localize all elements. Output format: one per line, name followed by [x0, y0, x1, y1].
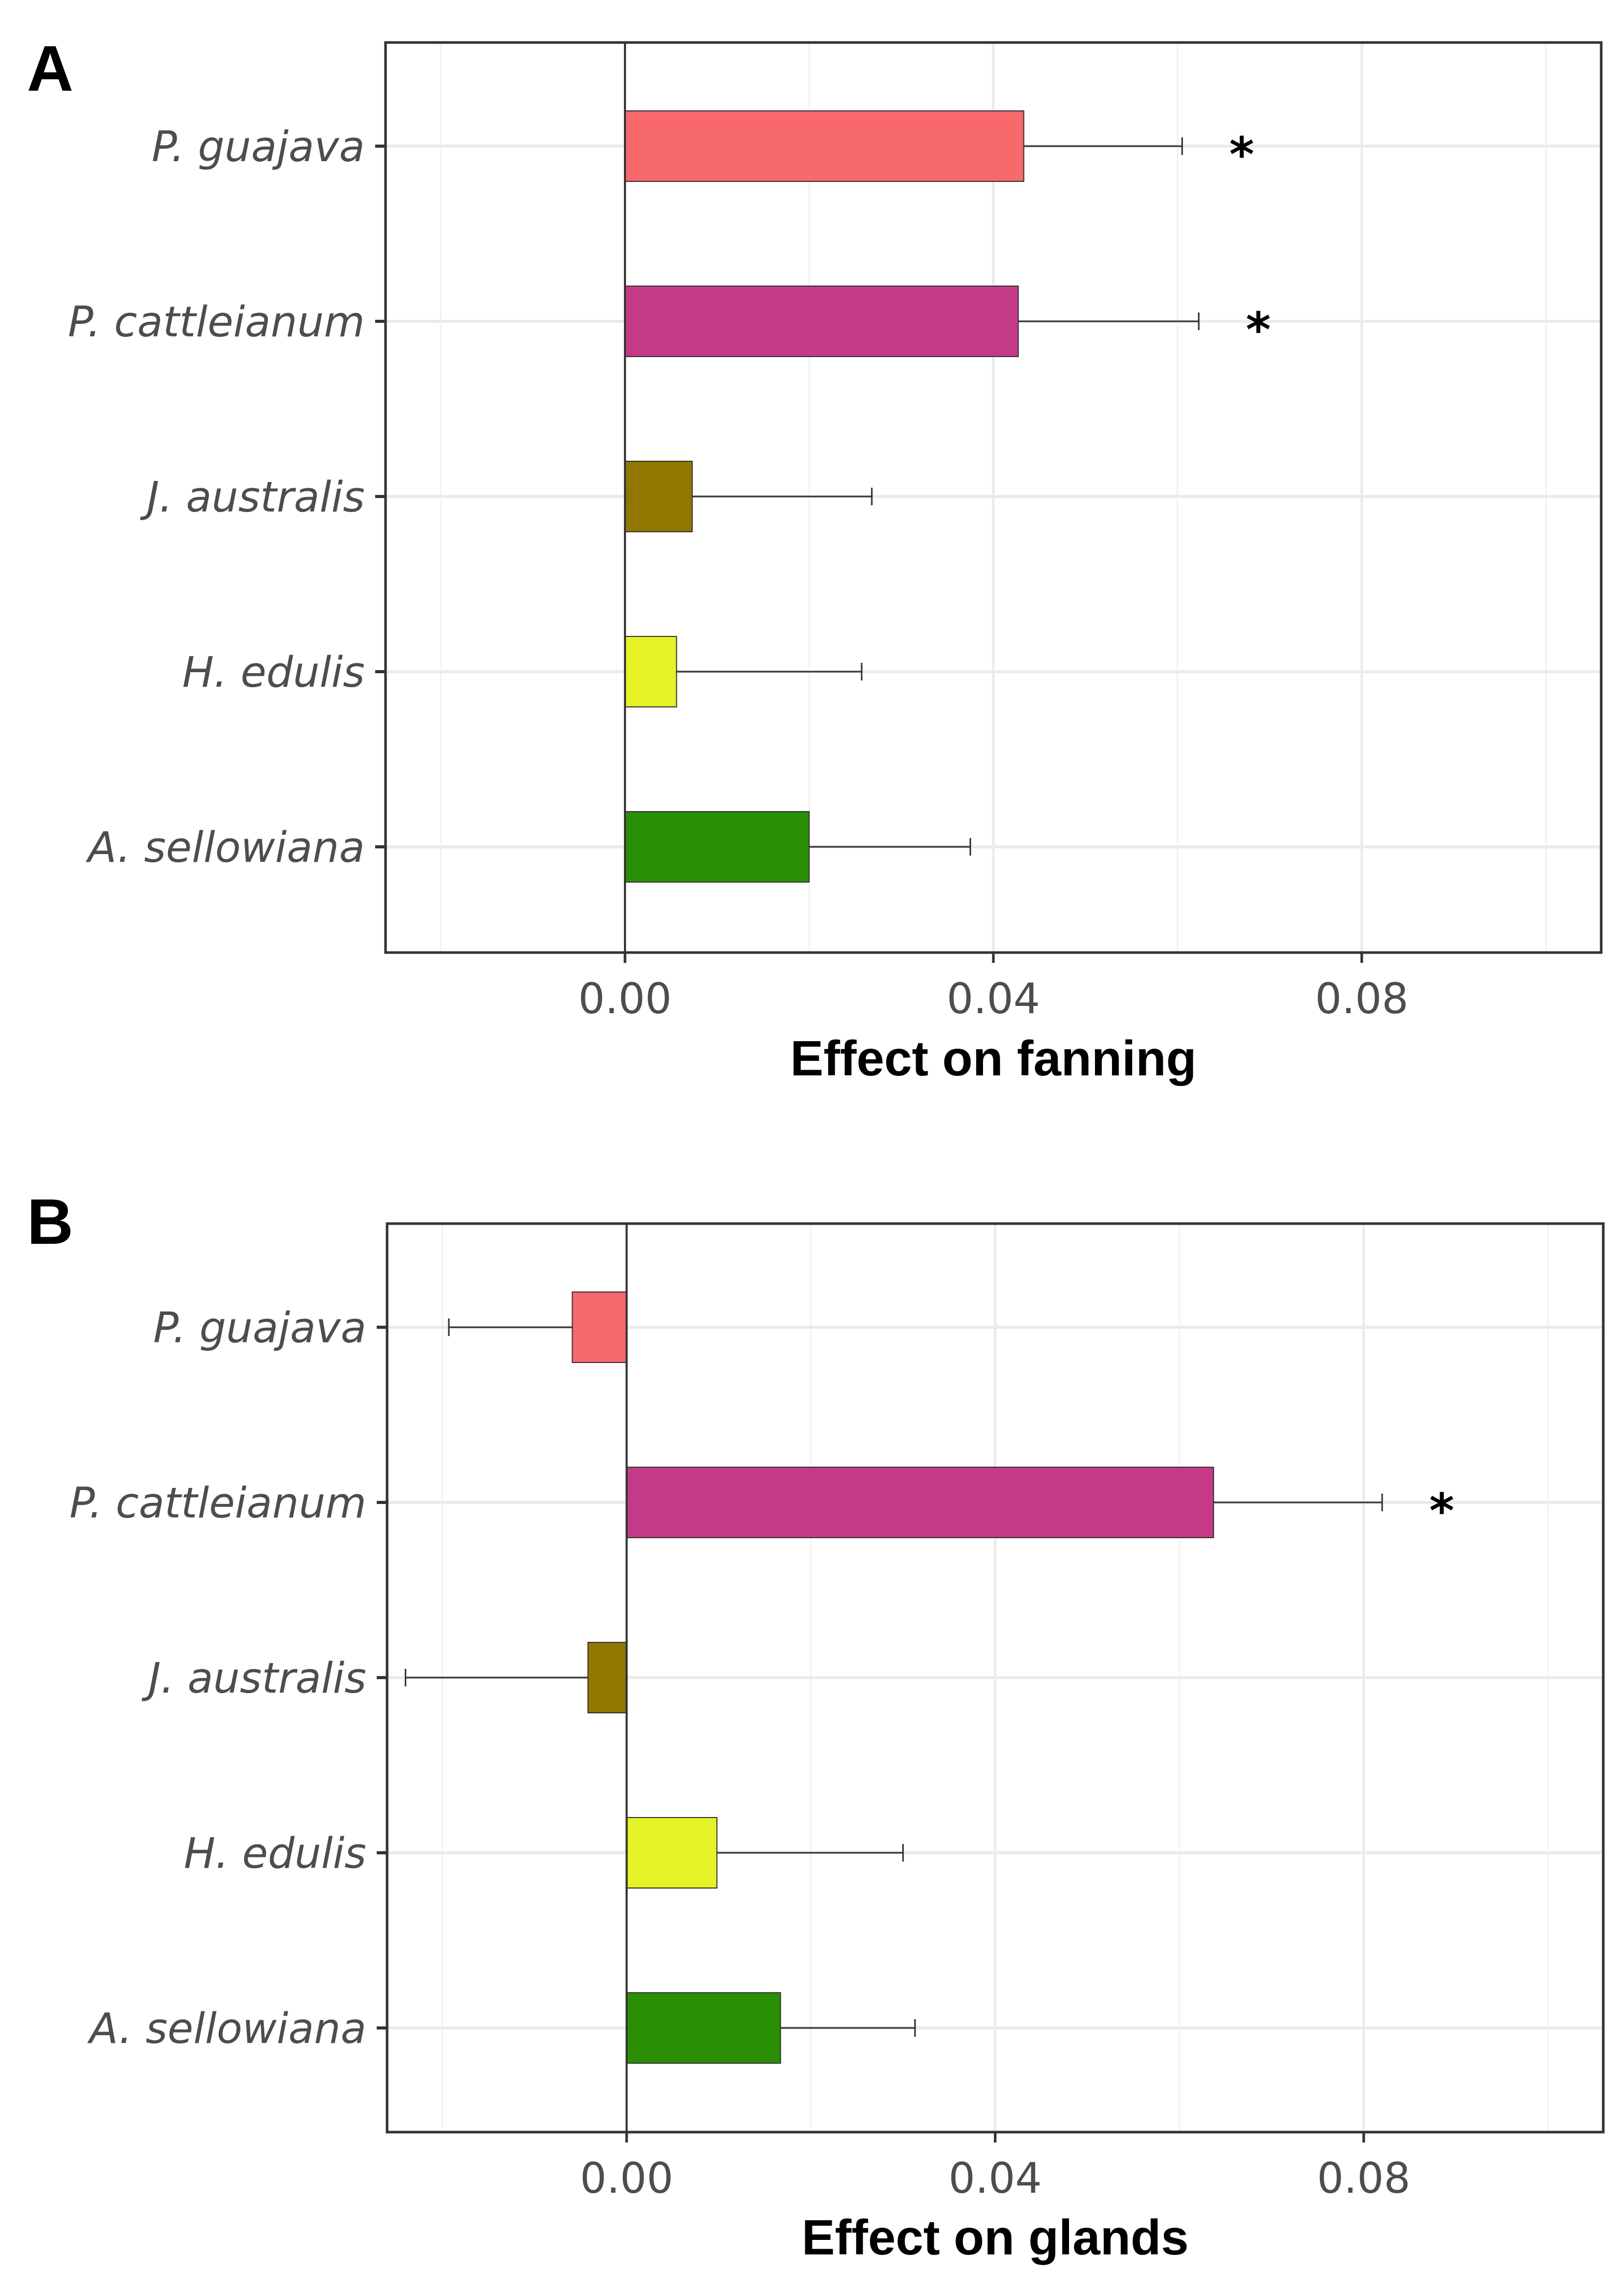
- panel-letter: B: [27, 1186, 74, 1258]
- significance-star: *: [1229, 127, 1254, 182]
- bar: [624, 110, 1024, 182]
- category-label: A. sellowiana: [86, 824, 365, 872]
- bar: [624, 461, 693, 532]
- bar: [572, 1291, 628, 1363]
- significance-star: *: [1429, 1483, 1454, 1539]
- x-axis-title: Effect on fanning: [790, 1031, 1196, 1086]
- category-label: A. sellowiana: [87, 2005, 366, 2053]
- bar: [624, 636, 677, 707]
- category-label: J. australis: [141, 1654, 366, 1703]
- category-label: P. cattleianum: [68, 298, 365, 347]
- bar: [626, 1467, 1214, 1538]
- x-tick-label: 0.00: [578, 975, 672, 1024]
- bar: [626, 1992, 781, 2064]
- category-label: J. australis: [140, 473, 365, 522]
- bar: [624, 286, 1019, 357]
- panel-a: A * P. guajava * P. cattleianum J. australis H…: [27, 33, 1603, 1086]
- category-label: H. edulis: [184, 1829, 366, 1878]
- significance-star: *: [1246, 302, 1271, 358]
- category-label: H. edulis: [182, 648, 365, 697]
- bar: [624, 811, 810, 883]
- x-tick-label: 0.00: [580, 2154, 673, 2203]
- x-tick-label: 0.04: [947, 975, 1040, 1024]
- category-label: P. cattleianum: [69, 1479, 366, 1528]
- x-axis-title: Effect on glands: [802, 2210, 1189, 2265]
- x-tick-label: 0.08: [1315, 975, 1408, 1024]
- panel-b: B P. guajava * P. cattleianum J. australis H.…: [27, 1186, 1605, 2265]
- category-label: P. guajava: [152, 123, 365, 172]
- bar: [626, 1817, 718, 1889]
- x-tick-label: 0.08: [1317, 2154, 1411, 2203]
- bar: [587, 1642, 628, 1713]
- panel-letter: A: [27, 33, 74, 105]
- x-tick-label: 0.04: [948, 2154, 1042, 2203]
- category-label: P. guajava: [153, 1304, 366, 1353]
